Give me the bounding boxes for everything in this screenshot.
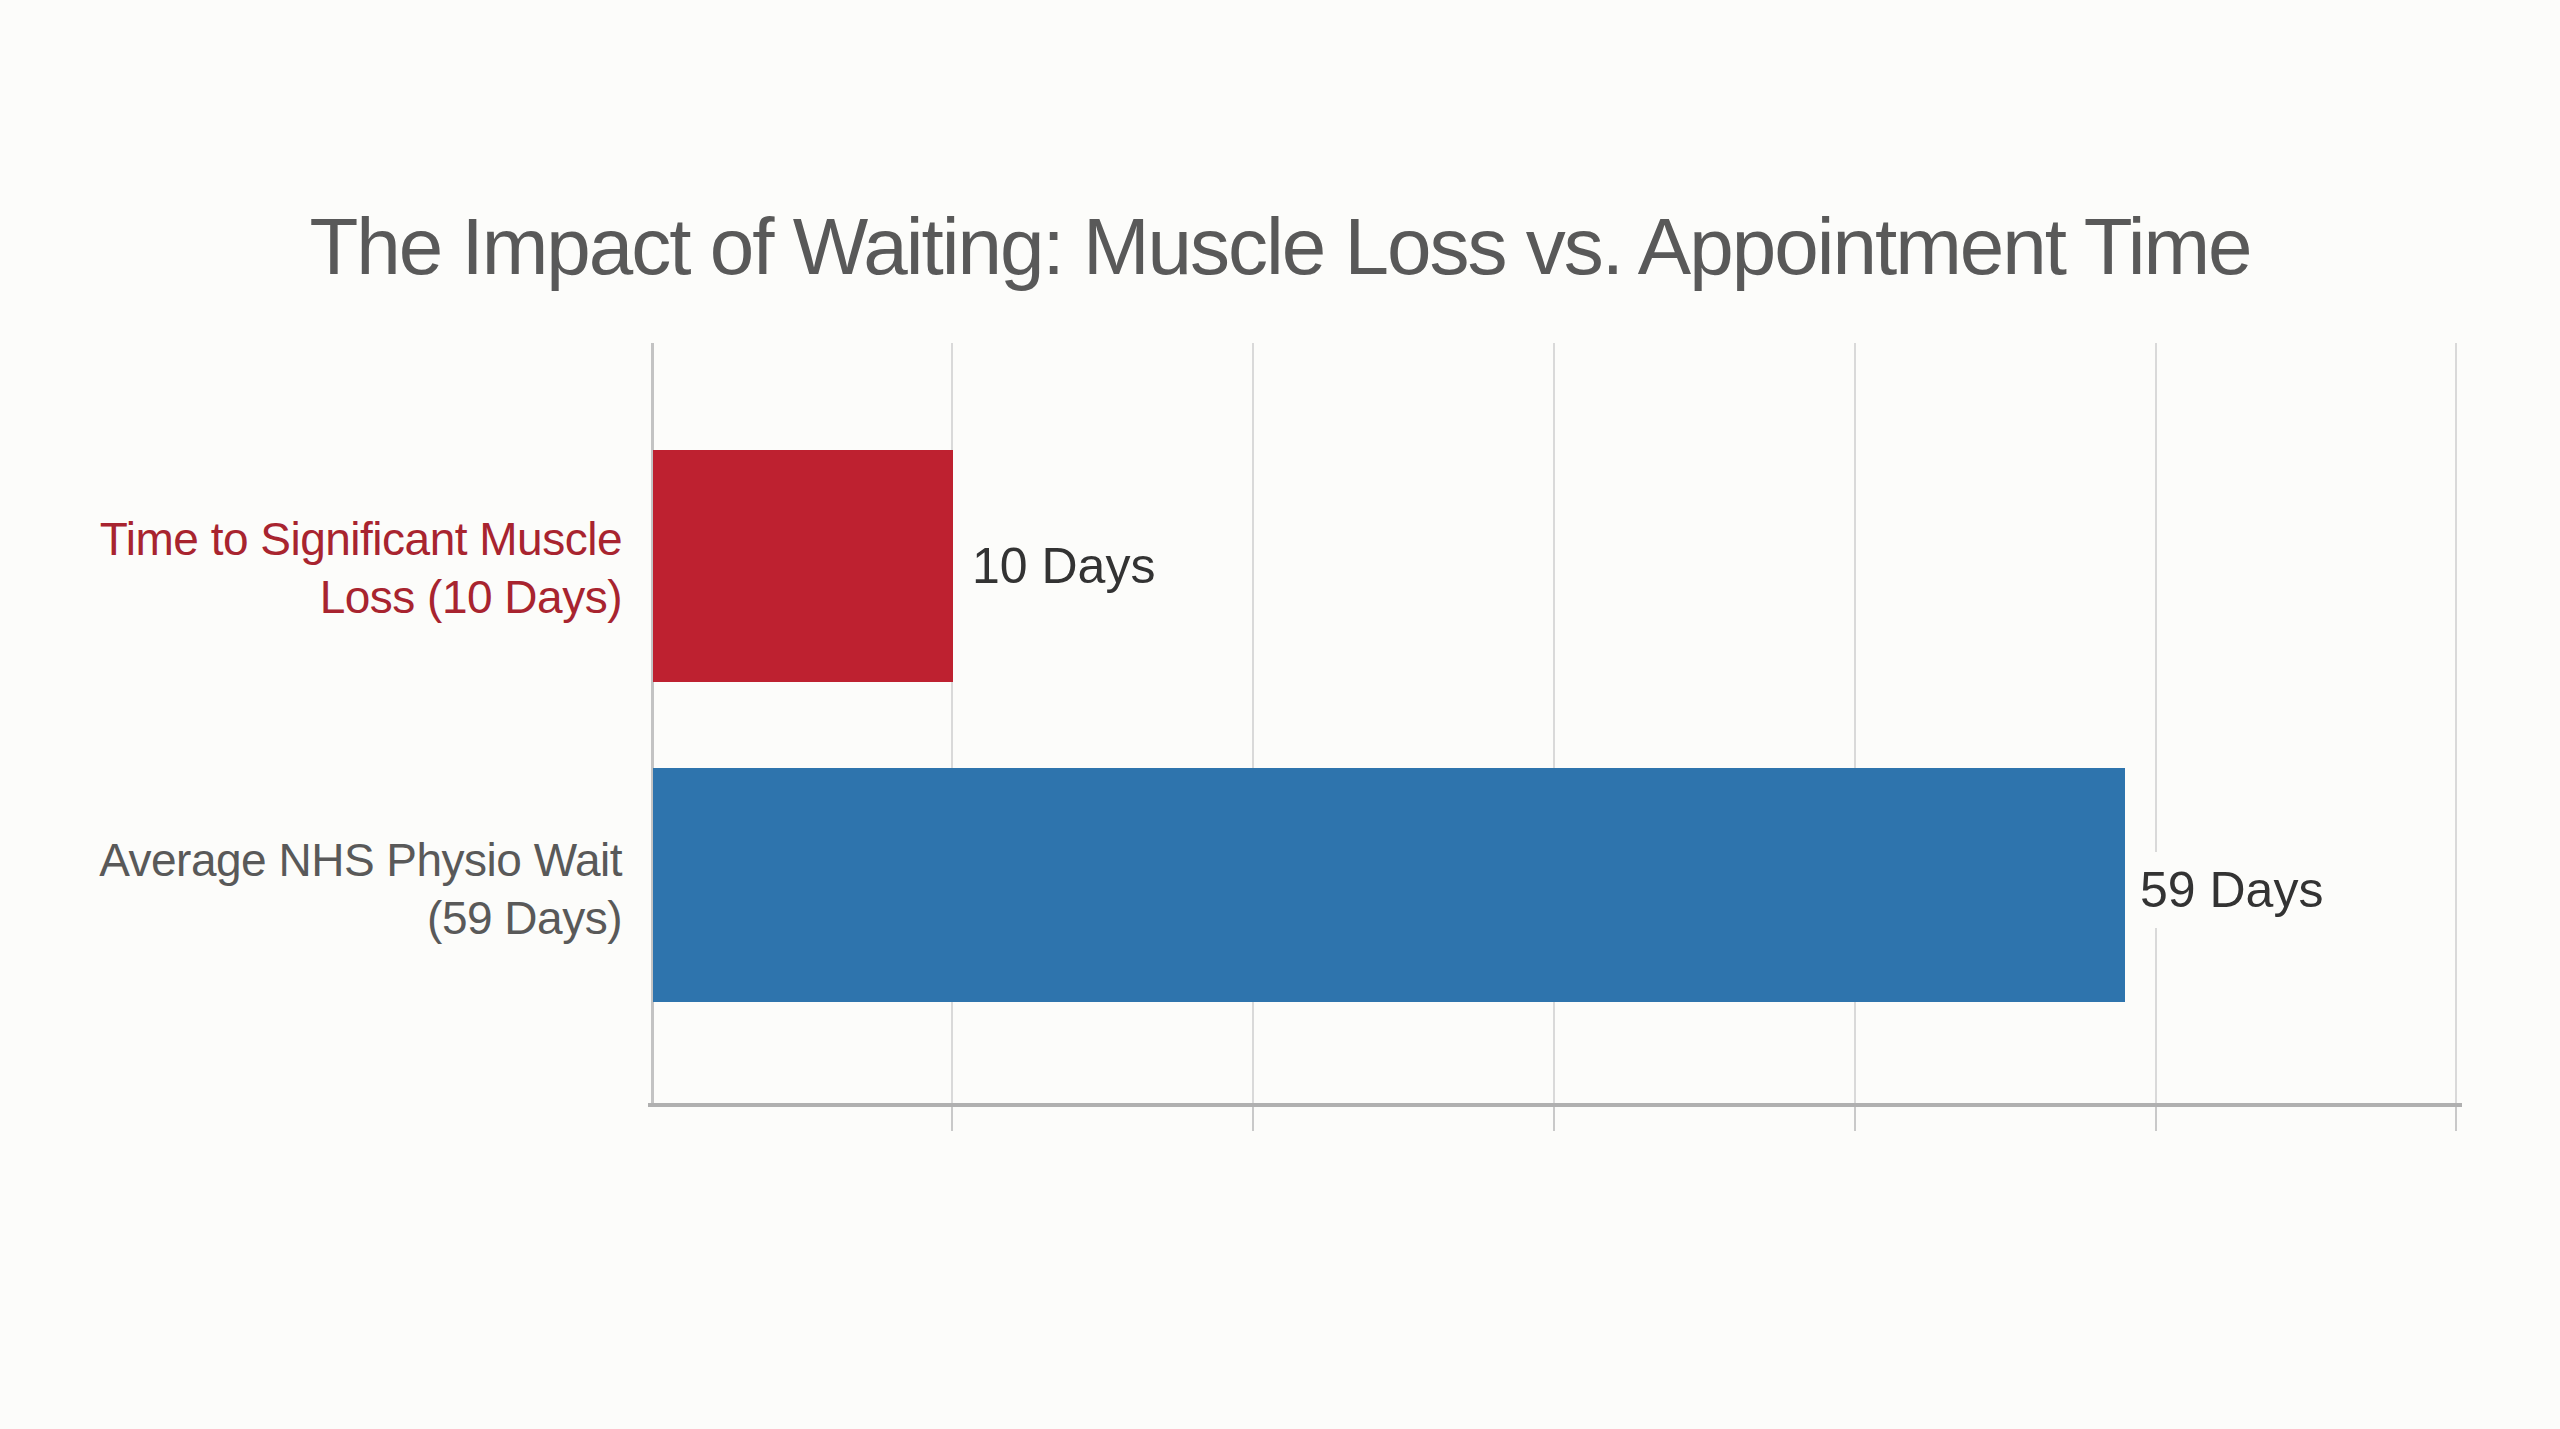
axis-tick-mark <box>1854 1107 1856 1131</box>
axis-tick-mark <box>2155 1107 2157 1131</box>
category-label-line-1: Average NHS Physio Wait <box>2 831 622 889</box>
category-label-muscle-loss: Time to Significant Muscle Loss (10 Days… <box>2 510 622 626</box>
axis-tick-mark <box>1553 1107 1555 1131</box>
bar-nhs-wait <box>653 768 2125 1002</box>
category-label-line-2: (59 Days) <box>2 889 622 947</box>
axis-tick-mark <box>2455 1107 2457 1131</box>
plot-area: 10 Days 59 Days <box>651 343 2457 1105</box>
gridline <box>2155 343 2157 1105</box>
gridline <box>2455 343 2457 1105</box>
axis-tick-mark <box>1252 1107 1254 1131</box>
value-label-muscle-loss: 10 Days <box>972 536 1155 596</box>
chart-canvas: The Impact of Waiting: Muscle Loss vs. A… <box>0 0 2560 1429</box>
category-label-line-2: Loss (10 Days) <box>2 568 622 626</box>
value-label-nhs-wait: 59 Days <box>2134 852 2341 928</box>
category-label-nhs-wait: Average NHS Physio Wait (59 Days) <box>2 831 622 947</box>
bar-muscle-loss <box>653 450 953 682</box>
category-label-line-1: Time to Significant Muscle <box>2 510 622 568</box>
axis-tick-mark <box>951 1107 953 1131</box>
chart-title: The Impact of Waiting: Muscle Loss vs. A… <box>0 188 2560 306</box>
x-axis-line <box>648 1103 2462 1107</box>
